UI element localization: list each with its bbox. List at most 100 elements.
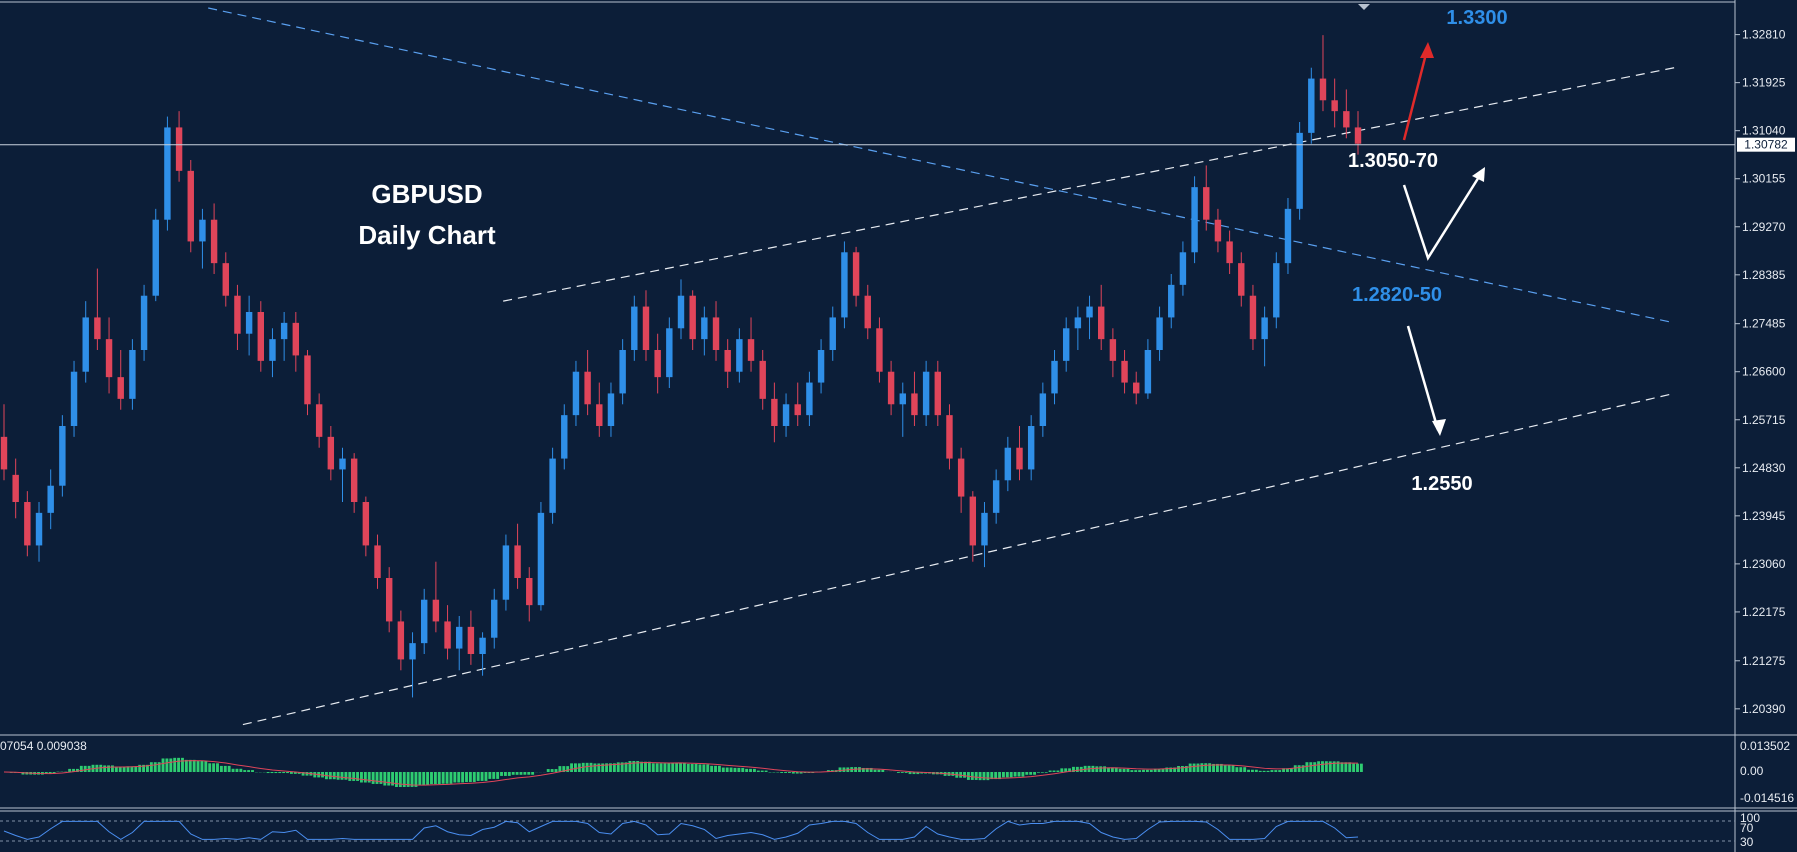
candle-body (771, 398, 778, 426)
candle-body (327, 436, 335, 470)
candle (946, 404, 953, 470)
macd-bar (702, 764, 706, 772)
macd-bar (387, 772, 391, 786)
macd-bar (142, 764, 146, 772)
macd-bar (585, 762, 589, 772)
macd-bar (1060, 768, 1064, 772)
macd-bar (562, 766, 566, 772)
candle-body (1074, 317, 1082, 329)
candle (981, 502, 988, 568)
macd-bar (904, 772, 908, 773)
candle-body (140, 295, 148, 350)
candle (385, 567, 393, 633)
candle-body (1062, 328, 1070, 361)
candle (502, 534, 510, 611)
candle-body (479, 637, 486, 654)
macd-bar (1173, 767, 1177, 772)
candle-body (1308, 78, 1315, 133)
macd-bar (1184, 766, 1188, 772)
candle (829, 306, 836, 361)
macd-bar (605, 763, 609, 772)
macd-tick-zero: 0.00 (1740, 764, 1764, 778)
macd-bar (593, 763, 597, 772)
candle (245, 295, 253, 356)
candle (1273, 252, 1280, 329)
macd-bar (433, 772, 437, 785)
candle (199, 208, 206, 269)
macd-bar (126, 766, 130, 772)
candle (701, 306, 708, 356)
candle-body (537, 512, 545, 606)
candle-body (794, 404, 801, 416)
candle (689, 290, 696, 350)
candle-body (864, 295, 871, 329)
macd-bar (356, 772, 360, 781)
macd-bar (44, 772, 48, 774)
macd-bar (297, 772, 301, 774)
macd-bar (1138, 770, 1142, 772)
candle-body (701, 317, 708, 340)
macd-bar (216, 763, 219, 772)
price-tick-label: 1.21275 (1742, 654, 1786, 668)
macd-bar (710, 765, 714, 772)
macd-bar (1258, 770, 1262, 772)
macd-bar (1001, 772, 1005, 778)
macd-bar (601, 763, 605, 772)
macd-bar (663, 763, 667, 772)
macd-bar (558, 766, 562, 772)
candle (456, 616, 463, 671)
candle-body (59, 426, 66, 486)
macd-bar (1352, 763, 1356, 772)
macd-bar (1309, 762, 1313, 772)
macd-bar (803, 772, 807, 774)
candle-body (1354, 127, 1362, 144)
macd-bar (445, 772, 449, 784)
candle (0, 404, 8, 481)
candle (1039, 382, 1047, 437)
trendline-2 (242, 392, 1675, 726)
candle-body (12, 474, 19, 502)
macd-bar (103, 765, 107, 772)
macd-bar (1336, 761, 1340, 772)
macd-bar (383, 772, 387, 786)
macd-bar (134, 766, 138, 772)
macd-bar (515, 772, 519, 775)
macd-bar (1134, 770, 1138, 772)
macd-bar (554, 769, 558, 772)
candle-body (304, 355, 311, 405)
candle-body (1261, 317, 1268, 340)
macd-bar (1332, 761, 1336, 772)
macd-bar (963, 772, 966, 778)
macd-bar (1122, 768, 1126, 772)
candle-body (1179, 252, 1187, 285)
candle (1168, 274, 1175, 329)
macd-bar (717, 765, 721, 772)
price-axis: 1.32810 1.31925 1.31040 1.30155 1.29270 1.283… (1735, 28, 1786, 716)
price-tick-label: 1.22175 (1742, 605, 1786, 619)
macd-bar (437, 772, 441, 785)
price-tick-label: 1.25715 (1742, 413, 1786, 427)
macd-bar (741, 767, 745, 772)
macd-bar (609, 763, 612, 772)
candle-body (82, 317, 89, 372)
candle (420, 588, 428, 654)
candle-body (969, 496, 977, 546)
candle-body (362, 502, 370, 546)
candle-body (374, 545, 381, 578)
macd-bar (690, 763, 694, 772)
macd-bar (1200, 763, 1204, 772)
candle-body (899, 393, 906, 405)
candle-body (934, 371, 942, 416)
macd-bar (461, 772, 465, 783)
macd-bar (418, 772, 422, 786)
macd-bar (1005, 772, 1009, 778)
macd-bar (986, 772, 990, 781)
macd-bar (1266, 770, 1270, 772)
candle (911, 371, 918, 426)
macd-tick-bottom: -0.014516 (1740, 791, 1794, 805)
candle (82, 301, 89, 383)
macd-bar (375, 772, 379, 784)
price-tick-label: 1.23945 (1742, 509, 1786, 523)
candle-body (1109, 339, 1117, 361)
